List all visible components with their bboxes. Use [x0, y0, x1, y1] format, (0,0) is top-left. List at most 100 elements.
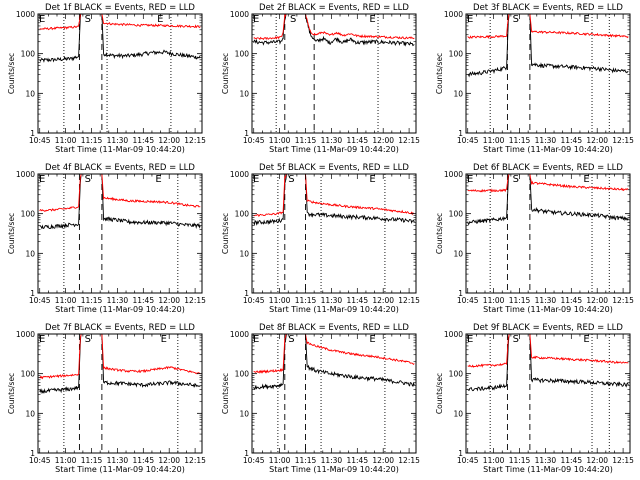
panel-title: Det 6f BLACK = Events, RED = LLD — [473, 163, 623, 173]
x-tick-label: 11:00 — [483, 296, 505, 305]
marker-e: E — [155, 174, 161, 185]
marker-e: E — [157, 14, 163, 25]
plot-frame — [465, 333, 631, 454]
marker-s: S — [85, 14, 91, 25]
marker-e-left: E — [253, 14, 259, 25]
y-tick-label: 10 — [239, 89, 249, 98]
lld-series-line — [253, 334, 415, 374]
x-tick-label: 12:15 — [184, 456, 206, 465]
y-tick-label: 10 — [25, 409, 35, 418]
events-series-line — [39, 14, 201, 63]
marker-e: E — [369, 334, 375, 345]
x-tick-label: 12:15 — [612, 296, 634, 305]
x-tick-label: 11:45 — [132, 296, 154, 305]
x-tick-label: 12:00 — [586, 456, 608, 465]
y-tick-label: 1000 — [444, 170, 463, 179]
plot-frame — [251, 173, 417, 294]
y-tick-label: 1000 — [230, 170, 249, 179]
events-series-line — [467, 14, 629, 78]
plot-frame — [251, 333, 417, 454]
y-tick-label: 1000 — [16, 170, 35, 179]
marker-e-left: E — [253, 334, 259, 345]
panel-title: Det 1f BLACK = Events, RED = LLD — [45, 3, 195, 13]
y-tick-label: 10 — [453, 249, 463, 258]
events-series-line — [253, 334, 415, 390]
marker-e-left: E — [467, 14, 473, 25]
x-axis-label: Start Time (11-Mar-09 10:44:20) — [55, 305, 185, 314]
x-tick-label: 11:45 — [132, 136, 154, 145]
x-tick-label: 11:00 — [55, 456, 77, 465]
panel-det-9: Det 9f BLACK = Events, RED = LLD 1 10 100 10… — [435, 323, 634, 474]
marker-e-left: E — [39, 174, 45, 185]
y-axis-label: Counts/sec — [435, 373, 444, 414]
y-tick-label: 100 — [21, 370, 36, 379]
panel-title: Det 5f BLACK = Events, RED = LLD — [259, 163, 409, 173]
x-tick-label: 10:45 — [243, 296, 265, 305]
marker-e-left: E — [39, 334, 45, 345]
lld-series-line — [467, 14, 629, 40]
y-tick-label: 1 — [30, 289, 35, 298]
x-tick-label: 12:00 — [586, 136, 608, 145]
y-axis-label: Counts/sec — [221, 373, 230, 414]
marker-e-left: E — [39, 14, 45, 25]
y-axis-label: Counts/sec — [221, 213, 230, 254]
x-axis-label: Start Time (11-Mar-09 10:44:20) — [483, 145, 613, 154]
x-tick-label: 11:15 — [81, 296, 103, 305]
x-axis-label: Start Time (11-Mar-09 10:44:20) — [55, 465, 185, 474]
lld-series-line — [467, 334, 629, 368]
x-tick-label: 10:45 — [29, 456, 51, 465]
events-series-line — [253, 174, 415, 226]
marker-s: S — [513, 334, 519, 345]
lld-series-line — [253, 174, 415, 217]
x-tick-label: 11:30 — [535, 296, 557, 305]
panel-title: Det 4f BLACK = Events, RED = LLD — [45, 163, 195, 173]
x-tick-label: 10:45 — [457, 296, 479, 305]
events-series-line — [39, 174, 201, 230]
marker-e: E — [369, 14, 375, 25]
lld-series-line — [39, 174, 201, 212]
x-axis-label: Start Time (11-Mar-09 10:44:20) — [483, 465, 613, 474]
x-tick-label: 11:45 — [560, 456, 582, 465]
x-tick-label: 12:15 — [612, 136, 634, 145]
y-tick-label: 10 — [453, 409, 463, 418]
marker-e-left: E — [467, 174, 473, 185]
panel-title: Det 2f BLACK = Events, RED = LLD — [259, 3, 409, 13]
panel-det-8: Det 8f BLACK = Events, RED = LLD 1 10 100 10… — [221, 323, 420, 474]
y-axis-label: Counts/sec — [435, 213, 444, 254]
y-tick-label: 100 — [235, 50, 250, 59]
x-tick-label: 10:45 — [243, 456, 265, 465]
x-tick-label: 11:15 — [509, 296, 531, 305]
plot-frame — [251, 13, 417, 134]
x-tick-label: 11:45 — [346, 136, 368, 145]
marker-s: S — [513, 174, 519, 185]
plot-frame — [465, 173, 631, 294]
y-axis-label: Counts/sec — [7, 53, 16, 94]
events-series-line — [253, 14, 415, 47]
lld-series-line — [467, 174, 629, 193]
marker-s: S — [288, 174, 294, 185]
y-tick-label: 10 — [25, 89, 35, 98]
y-tick-label: 1 — [458, 289, 463, 298]
x-tick-label: 12:15 — [184, 296, 206, 305]
y-tick-label: 100 — [449, 50, 464, 59]
y-tick-label: 10 — [239, 249, 249, 258]
x-tick-label: 11:30 — [535, 456, 557, 465]
x-tick-label: 12:00 — [372, 456, 394, 465]
x-tick-label: 11:30 — [321, 456, 343, 465]
x-tick-label: 11:30 — [321, 136, 343, 145]
x-tick-label: 11:30 — [107, 456, 129, 465]
marker-s: S — [288, 334, 294, 345]
x-axis-label: Start Time (11-Mar-09 10:44:20) — [269, 465, 399, 474]
x-axis-label: Start Time (11-Mar-09 10:44:20) — [55, 145, 185, 154]
panel-det-2: Det 2f BLACK = Events, RED = LLD 1 10 100 10… — [221, 3, 420, 154]
x-tick-label: 11:45 — [560, 136, 582, 145]
y-tick-label: 100 — [449, 370, 464, 379]
x-tick-label: 12:15 — [398, 296, 420, 305]
panel-title: Det 9f BLACK = Events, RED = LLD — [473, 323, 623, 333]
panel-det-5: Det 5f BLACK = Events, RED = LLD 1 10 100 10… — [221, 163, 420, 314]
y-tick-label: 1000 — [230, 330, 249, 339]
marker-s: S — [85, 334, 91, 345]
events-series-line — [467, 174, 629, 226]
lld-series-line — [39, 14, 201, 31]
